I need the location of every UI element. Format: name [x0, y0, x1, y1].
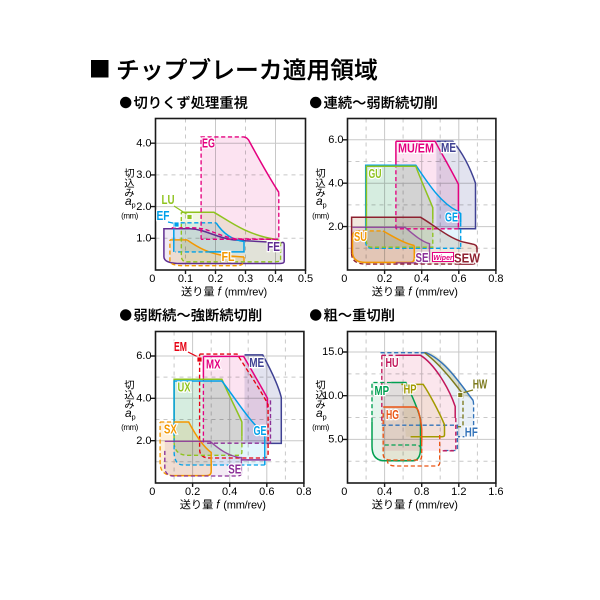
svg-text:5.0: 5.0 [328, 434, 343, 446]
svg-text:EF: EF [157, 208, 170, 223]
svg-text:MU/EM: MU/EM [398, 141, 434, 156]
svg-text:0.6: 0.6 [259, 486, 274, 498]
svg-text:HU: HU [386, 355, 399, 370]
svg-text:(mm): (mm) [312, 212, 329, 221]
svg-text:p: p [132, 201, 136, 210]
svg-text:0.8: 0.8 [414, 486, 429, 498]
svg-text:GU: GU [369, 166, 382, 181]
svg-text:0: 0 [149, 273, 155, 285]
svg-text:1.2: 1.2 [451, 486, 466, 498]
svg-text:2.0: 2.0 [136, 435, 151, 447]
svg-text:p: p [132, 412, 136, 421]
svg-text:p: p [323, 412, 327, 421]
svg-text:a: a [125, 194, 132, 208]
svg-text:(mm): (mm) [121, 212, 138, 221]
svg-text:a: a [316, 194, 323, 208]
svg-text:FL: FL [222, 249, 235, 264]
svg-text:0.5: 0.5 [298, 273, 313, 285]
svg-text:15.0: 15.0 [322, 346, 343, 358]
svg-text:EM: EM [174, 339, 187, 354]
svg-text:Wiper: Wiper [433, 255, 454, 262]
svg-text:0.3: 0.3 [238, 273, 253, 285]
svg-text:10.0: 10.0 [322, 390, 343, 402]
svg-text:2.0: 2.0 [328, 221, 343, 233]
svg-text:MP: MP [375, 383, 390, 398]
svg-text:0.8: 0.8 [296, 486, 311, 498]
svg-text:4.0: 4.0 [136, 393, 151, 405]
svg-text:3.0: 3.0 [136, 169, 151, 181]
svg-text:6.0: 6.0 [328, 134, 343, 146]
svg-text:HP: HP [404, 382, 417, 397]
svg-text:SEW: SEW [454, 251, 481, 266]
svg-text:0.4: 0.4 [222, 486, 237, 498]
svg-text:0: 0 [341, 273, 347, 285]
svg-text:0: 0 [149, 486, 155, 498]
svg-text:GE: GE [254, 423, 267, 438]
svg-text:LU: LU [162, 192, 175, 207]
svg-text:HF: HF [465, 424, 478, 439]
svg-text:SE: SE [228, 462, 241, 477]
svg-text:f: f [408, 287, 413, 299]
svg-text:a: a [316, 406, 323, 420]
svg-text:0.2: 0.2 [377, 273, 392, 285]
svg-text:UX: UX [178, 380, 191, 395]
svg-text:1.0: 1.0 [136, 233, 151, 245]
svg-text:GE: GE [445, 210, 458, 225]
svg-text:0.6: 0.6 [451, 273, 466, 285]
svg-text:p: p [323, 201, 327, 210]
svg-text:0.8: 0.8 [488, 273, 503, 285]
svg-text:0.2: 0.2 [185, 486, 200, 498]
svg-text:HG: HG [386, 407, 399, 422]
svg-text:(mm): (mm) [121, 423, 138, 432]
svg-text:0.2: 0.2 [208, 273, 223, 285]
svg-text:0.4: 0.4 [377, 486, 392, 498]
svg-text:0.4: 0.4 [268, 273, 283, 285]
svg-text:6.0: 6.0 [136, 350, 151, 362]
svg-text:HW: HW [473, 376, 488, 391]
svg-text:(mm): (mm) [312, 423, 329, 432]
svg-text:ME: ME [249, 355, 264, 370]
svg-text:SX: SX [164, 422, 177, 437]
svg-text:(mm/rev): (mm/rev) [223, 500, 265, 512]
svg-text:1.6: 1.6 [488, 486, 503, 498]
svg-text:(mm/rev): (mm/rev) [225, 287, 267, 299]
svg-text:MX: MX [206, 356, 221, 371]
svg-text:f: f [408, 500, 413, 512]
svg-text:4.0: 4.0 [328, 177, 343, 189]
svg-text:0.4: 0.4 [414, 273, 429, 285]
svg-text:2.0: 2.0 [136, 201, 151, 213]
svg-text:0: 0 [341, 486, 347, 498]
svg-text:SU: SU [354, 229, 367, 244]
svg-text:(mm/rev): (mm/rev) [415, 500, 457, 512]
svg-text:ME: ME [441, 140, 456, 155]
svg-text:0.1: 0.1 [178, 273, 193, 285]
svg-text:f: f [216, 500, 221, 512]
svg-text:4.0: 4.0 [136, 137, 151, 149]
svg-text:f: f [218, 287, 223, 299]
svg-text:(mm/rev): (mm/rev) [415, 287, 457, 299]
svg-text:a: a [125, 406, 132, 420]
svg-text:EG: EG [202, 136, 215, 151]
svg-text:SE: SE [416, 250, 429, 265]
svg-text:FE: FE [267, 239, 280, 254]
